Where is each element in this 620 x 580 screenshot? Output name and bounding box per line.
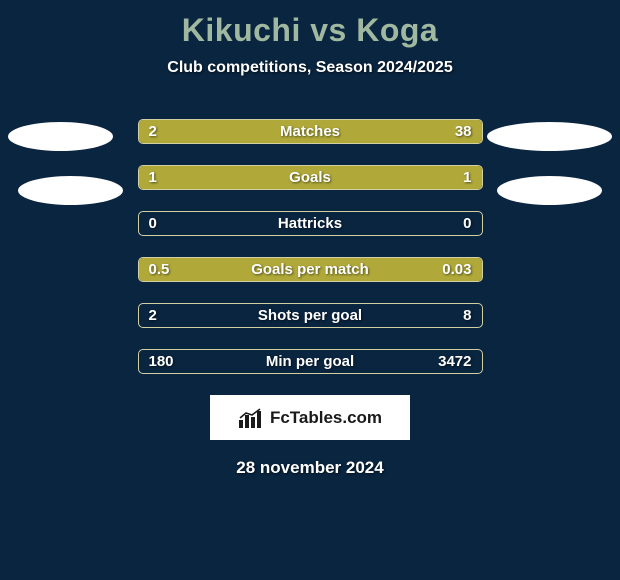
branding-text: FcTables.com xyxy=(270,408,382,428)
stat-row: 0.50.03Goals per match xyxy=(138,257,483,282)
stat-row: 28Shots per goal xyxy=(138,303,483,328)
player-left-photo-2 xyxy=(18,176,123,205)
stat-row: 00Hattricks xyxy=(138,211,483,236)
stat-label: Goals xyxy=(139,166,482,189)
date-label: 28 november 2024 xyxy=(0,458,620,478)
stat-label: Min per goal xyxy=(139,350,482,373)
player-right-photo-1 xyxy=(487,122,612,151)
stat-label: Hattricks xyxy=(139,212,482,235)
branding-badge: FcTables.com xyxy=(210,395,410,440)
stat-label: Goals per match xyxy=(139,258,482,281)
player-right-photo-2 xyxy=(497,176,602,205)
stat-row: 238Matches xyxy=(138,119,483,144)
page-title: Kikuchi vs Koga xyxy=(0,0,620,49)
player-left-photo-1 xyxy=(8,122,113,151)
chart-icon xyxy=(238,408,264,428)
stat-label: Matches xyxy=(139,120,482,143)
stat-label: Shots per goal xyxy=(139,304,482,327)
subtitle: Club competitions, Season 2024/2025 xyxy=(0,59,620,77)
stat-row: 1803472Min per goal xyxy=(138,349,483,374)
stats-container: 238Matches 11Goals 00Hattricks 0.50.03Goals… xyxy=(138,119,483,374)
stat-row: 11Goals xyxy=(138,165,483,190)
